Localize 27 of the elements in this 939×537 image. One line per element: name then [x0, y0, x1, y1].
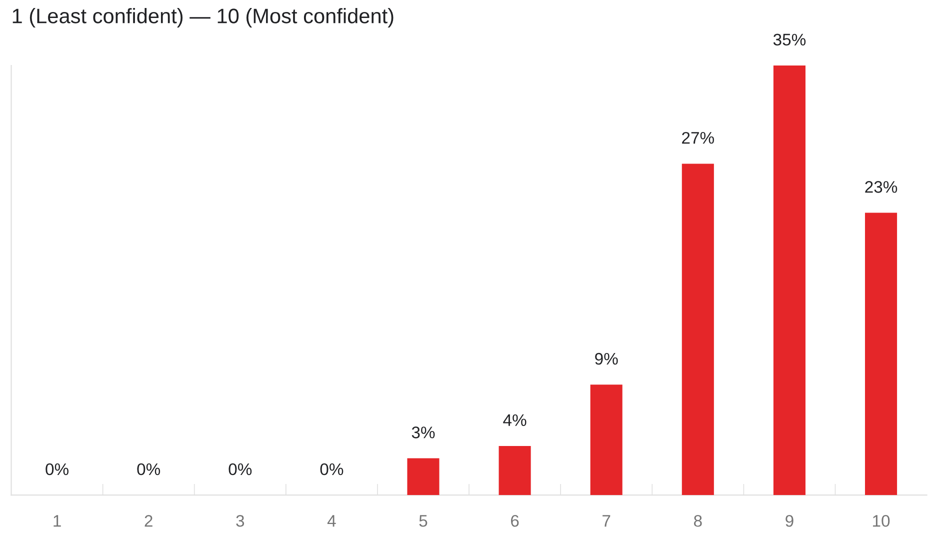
x-tick-label: 2	[144, 515, 152, 527]
x-tick-label: 8	[694, 515, 702, 527]
data-label: 0%	[228, 463, 252, 476]
data-label: 35%	[773, 34, 806, 46]
x-tick-label: 3	[236, 515, 244, 527]
bar	[773, 66, 806, 496]
data-label: 4%	[503, 414, 526, 426]
x-tick-label: 4	[327, 515, 336, 527]
bar	[682, 164, 714, 496]
data-label: 0%	[320, 463, 344, 476]
x-tick-label: 7	[602, 515, 610, 527]
bar	[498, 446, 531, 496]
data-label: 3%	[412, 426, 435, 438]
data-label: 9%	[595, 352, 618, 365]
chart-subtitle: 1 (Least confident) — 10 (Most confident)	[12, 8, 394, 28]
bar	[864, 212, 898, 496]
x-tick-label: 1	[54, 515, 61, 527]
x-tick-label: 10	[873, 515, 890, 527]
data-label: 27%	[682, 132, 714, 144]
x-tick-label: 9	[786, 515, 794, 527]
bar	[590, 384, 622, 496]
data-label: 0%	[137, 463, 160, 476]
x-tick-label: 5	[419, 515, 428, 527]
x-tick-label: 6	[511, 515, 519, 527]
data-label: 0%	[46, 463, 68, 476]
data-label: 23%	[865, 181, 898, 193]
bar	[407, 458, 440, 496]
